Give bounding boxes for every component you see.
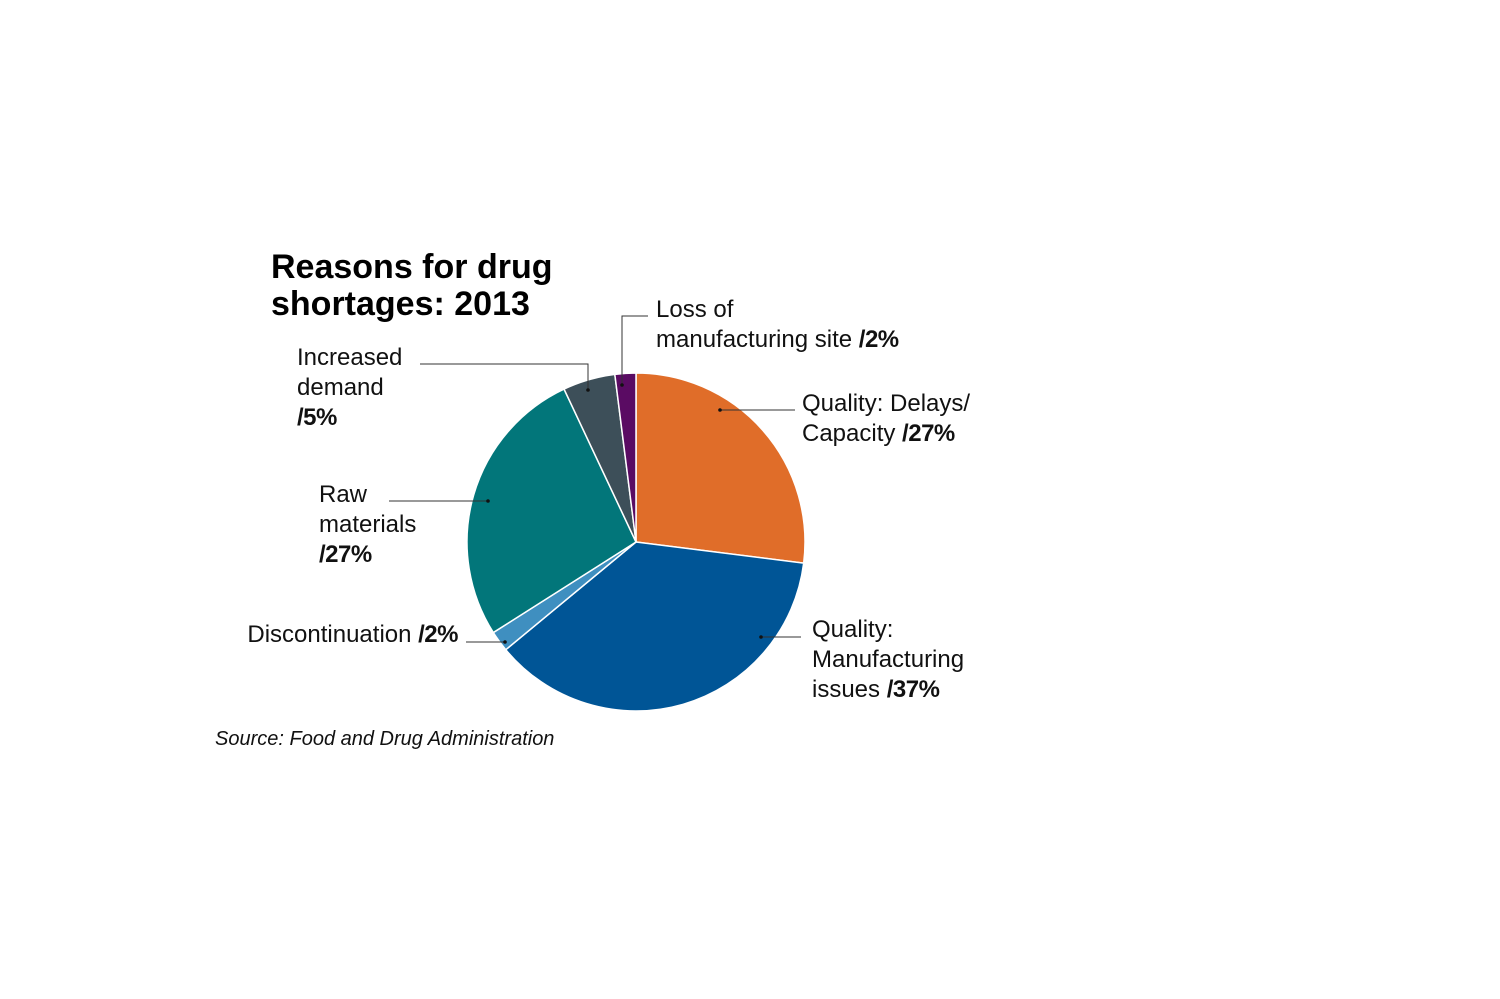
slice-label-line: /27%	[319, 541, 372, 568]
source-note: Source: Food and Drug Administration	[215, 728, 554, 750]
leader-dot-4	[586, 388, 590, 392]
pie-slices	[466, 372, 806, 712]
slice-label-line: Raw	[319, 481, 368, 508]
slice-label-line: /5%	[297, 404, 337, 431]
leader-dot-1	[759, 635, 763, 639]
pie-slice-5	[613, 372, 637, 543]
leader-line-5	[621, 315, 648, 385]
slice-label-line: Capacity /27%	[802, 420, 955, 447]
slice-label-line: Loss of	[656, 296, 734, 323]
leader-lines	[389, 315, 801, 644]
title-line-1: Reasons for drug	[271, 248, 552, 286]
slice-label-4: Increased demand/5%	[297, 344, 402, 431]
slice-label-line: Discontinuation /2%	[247, 621, 458, 648]
title-line-2: shortages: 2013	[271, 285, 530, 323]
slice-value-label: /2%	[418, 621, 458, 648]
slice-label-line: Manufacturing	[812, 646, 964, 673]
leader-line-4	[420, 363, 589, 390]
slice-label-line: issues /37%	[812, 676, 940, 703]
slice-label-line: Quality: Delays/	[802, 390, 970, 417]
slice-label-5: Loss of manufacturing site /2%	[656, 296, 899, 353]
slice-label-line: demand	[297, 374, 384, 401]
leader-dot-2	[503, 640, 507, 644]
leader-dot-0	[718, 408, 722, 412]
slice-value-label: /37%	[887, 676, 940, 703]
slice-label-0: Quality: Delays/Capacity /27%	[802, 390, 970, 447]
pie-slice-0	[635, 372, 806, 565]
slice-label-line: Increased	[297, 344, 402, 371]
slice-value-label: /27%	[902, 420, 955, 447]
slice-label-1: Quality: Manufacturing issues /37%	[812, 616, 964, 703]
chart-title: Reasons for drug shortages: 2013	[271, 248, 562, 323]
leader-dot-3	[486, 499, 490, 503]
slice-value-label: /2%	[859, 326, 899, 353]
slice-label-line: Quality:	[812, 616, 893, 643]
slice-label-2: Discontinuation /2%	[247, 621, 458, 648]
slice-value-label: /5%	[297, 404, 337, 431]
pie-slice-3	[466, 388, 637, 634]
slice-label-3: Raw materials/27%	[319, 481, 416, 568]
leader-dot-5	[620, 383, 624, 387]
slice-label-line: materials	[319, 511, 416, 538]
pie-slice-1	[504, 541, 805, 712]
slice-labels: Quality: Delays/Capacity /27% Quality: Man…	[247, 296, 970, 703]
slice-label-line: manufacturing site /2%	[656, 326, 899, 353]
slice-value-label: /27%	[319, 541, 372, 568]
